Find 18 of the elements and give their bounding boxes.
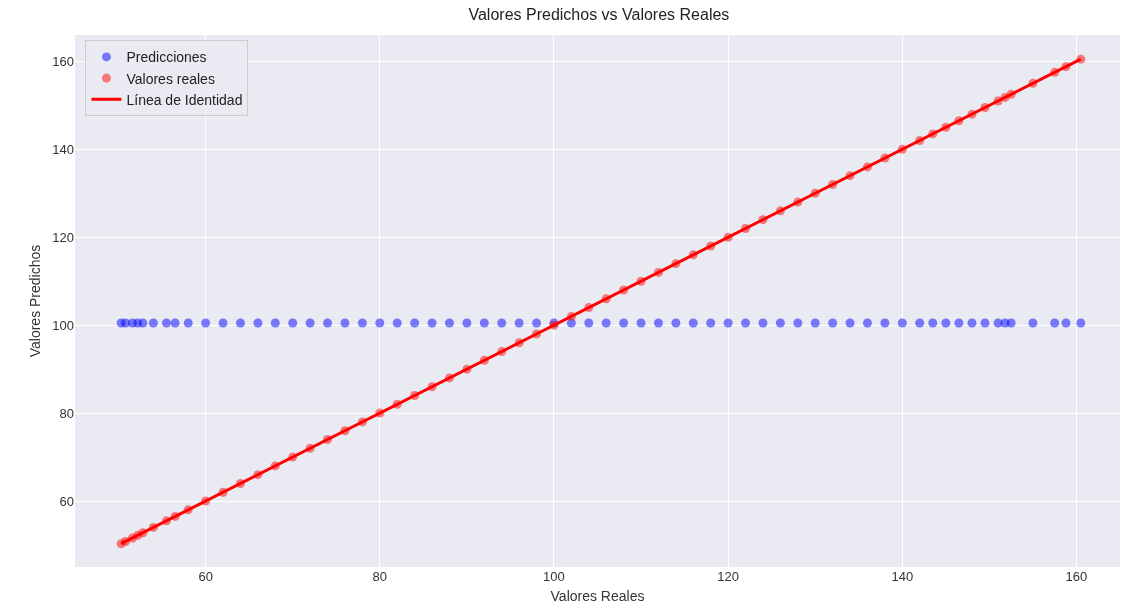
y-tick-label: 100 bbox=[52, 317, 74, 333]
y-axis-title: Valores Predichos bbox=[26, 244, 43, 358]
x-tick-label: 80 bbox=[372, 569, 388, 584]
y-tick-label: 160 bbox=[52, 53, 74, 69]
y-tick-label: 120 bbox=[52, 229, 74, 245]
x-tick-label: 140 bbox=[891, 569, 914, 584]
chart-title: Valores Predichos vs Valores Reales bbox=[468, 6, 730, 24]
y-tick-label: 140 bbox=[52, 141, 74, 157]
legend-label: Predicciones bbox=[126, 49, 207, 66]
y-tick-label: 80 bbox=[59, 405, 74, 421]
x-axis-title: Valores Reales bbox=[550, 588, 645, 605]
x-tick-label: 60 bbox=[198, 569, 213, 584]
x-tick-label: 120 bbox=[717, 569, 739, 584]
x-tick-label: 100 bbox=[543, 569, 565, 584]
y-tick-label: 60 bbox=[59, 493, 74, 509]
x-tick-label: 160 bbox=[1065, 569, 1088, 584]
legend-label: Línea de Identidad bbox=[126, 91, 243, 108]
legend-label: Valores reales bbox=[126, 70, 215, 87]
